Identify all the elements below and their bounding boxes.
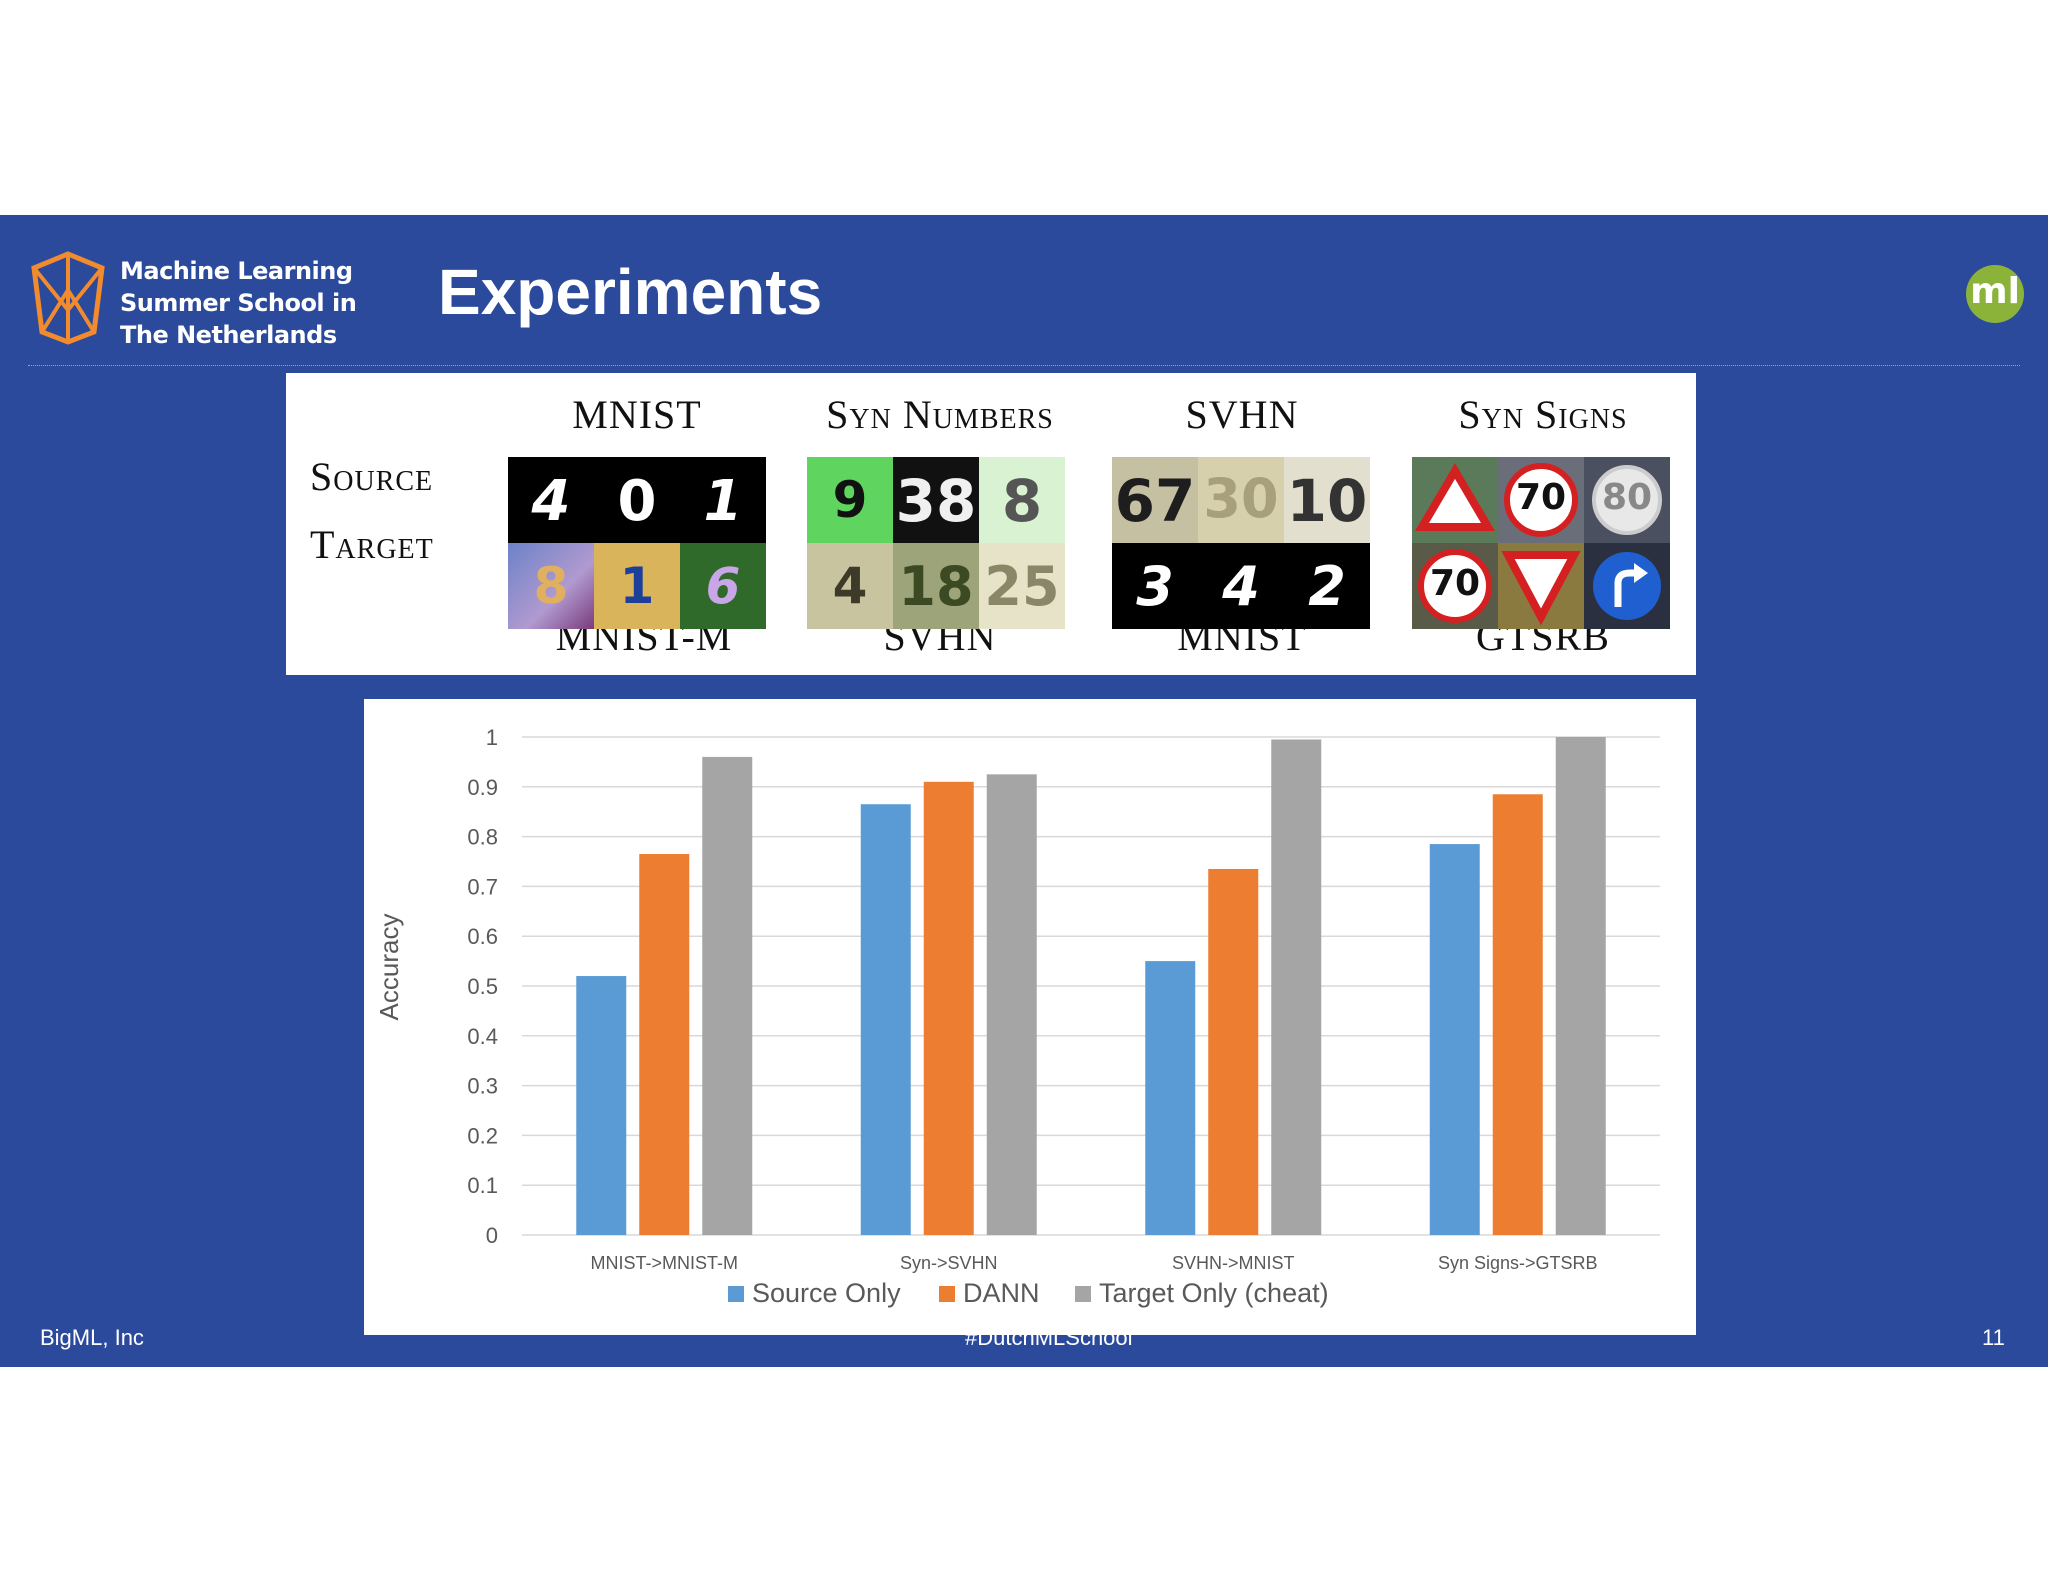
legend-label: Source Only <box>752 1278 901 1308</box>
pair-3-source-name: SVHN <box>1185 392 1299 437</box>
accuracy-chart-svg: 0 0.1 0.2 0.3 0.4 0.5 0.6 0.7 0.8 0.9 1 MNIST->MNI… <box>374 725 1660 1308</box>
target-row-label: Target <box>310 522 434 567</box>
bar <box>1429 844 1480 1235</box>
pair-1-source-name: MNIST <box>572 392 702 437</box>
bar <box>1492 794 1543 1235</box>
bar <box>923 781 974 1235</box>
mnist-m-sample-1: 8 <box>508 543 594 629</box>
mnist-samples: 4 0 1 <box>508 457 766 543</box>
footer-company: BigML, Inc <box>40 1325 144 1350</box>
y-tick-label: 0.1 <box>467 1173 498 1198</box>
syn-numbers-digit-3: 8 <box>1001 467 1043 535</box>
y-tick-label: 0.8 <box>467 825 498 850</box>
syn-signs-sample-3: 80 <box>1584 457 1670 543</box>
dataset-examples: Source Target MNIST Syn Numbers SVHN Syn… <box>286 373 1696 675</box>
gtsrb-label-1: 70 <box>1429 563 1481 604</box>
svhn-sample-3: 25 <box>979 543 1065 629</box>
svhn-source-digit-2: 30 <box>1203 467 1279 530</box>
header-divider <box>28 365 2020 366</box>
source-row-label: Source <box>310 454 434 499</box>
bar <box>986 774 1037 1235</box>
y-tick-label: 0.3 <box>467 1074 498 1099</box>
school-name-line-2: Summer School in <box>120 289 357 317</box>
speed-limit-sign-icon <box>1418 549 1492 623</box>
svhn-digit-2: 18 <box>898 555 974 618</box>
syn-signs-label-2: 70 <box>1515 477 1567 518</box>
mnist-m-sample-3: 6 <box>680 543 766 629</box>
mnist-m-sample-2: 1 <box>594 543 680 629</box>
bar <box>860 804 911 1235</box>
ml-badge-icon: ml <box>1966 265 2024 323</box>
mnist-target-digit-1: 3 <box>1136 555 1174 618</box>
page-number: 11 <box>1982 1325 2005 1350</box>
y-tick-label: 0.5 <box>467 974 498 999</box>
bar <box>639 854 690 1235</box>
mnist-target-digit-2: 4 <box>1222 555 1260 618</box>
school-logo-icon <box>31 251 105 345</box>
pair-2-source-name: Syn Numbers <box>826 392 1054 437</box>
legend-swatch <box>728 1286 744 1302</box>
svhn-sample-1: 4 <box>807 543 893 629</box>
mnist-m-digit-2: 1 <box>619 557 655 615</box>
syn-numbers-sample-2: 38 <box>893 457 979 543</box>
bar <box>702 756 753 1235</box>
warning-sign-icon <box>1412 457 1498 543</box>
mnist-m-digit-1: 8 <box>533 557 569 615</box>
yield-sign-icon <box>1498 543 1584 629</box>
x-tick-label: SVHN->MNIST <box>1172 1253 1295 1273</box>
mnist-m-digit-3: 6 <box>705 557 741 615</box>
school-name: Machine Learning Summer School in The Ne… <box>120 255 357 351</box>
syn-numbers-digit-1: 9 <box>832 471 868 529</box>
syn-numbers-sample-1: 9 <box>807 457 893 543</box>
turn-right-sign-icon <box>1584 543 1670 629</box>
svhn-source-sample-3: 10 <box>1284 457 1370 543</box>
legend-swatch <box>939 1286 955 1302</box>
bar <box>1271 739 1322 1235</box>
x-tick-label: Syn->SVHN <box>900 1253 998 1273</box>
end-limit-sign-icon <box>1592 465 1662 535</box>
svhn-sample-2: 18 <box>893 543 979 629</box>
slide-title: Experiments <box>438 256 823 328</box>
syn-signs-sample-2: 70 <box>1498 457 1584 543</box>
mnist-digit-2: 0 <box>617 469 657 534</box>
x-tick-label: MNIST->MNIST-M <box>591 1253 739 1273</box>
y-axis-label: Accuracy <box>374 914 404 1021</box>
y-tick-label: 0.2 <box>467 1123 498 1148</box>
pair-4-source-name: Syn Signs <box>1458 392 1628 437</box>
legend-label: DANN <box>963 1278 1040 1308</box>
svhn-source-digit-1: 67 <box>1114 467 1196 535</box>
bar <box>1555 737 1606 1235</box>
bar <box>576 976 627 1235</box>
svhn-digit-1: 4 <box>832 557 868 615</box>
y-tick-label: 0 <box>486 1223 498 1248</box>
footer-hashtag: #DutchMLSchool <box>965 1325 1133 1350</box>
accuracy-chart: 0 0.1 0.2 0.3 0.4 0.5 0.6 0.7 0.8 0.9 1 MNIST->MNI… <box>364 699 1696 1335</box>
syn-signs-label-3: 80 <box>1601 477 1653 518</box>
school-name-line-3: The Netherlands <box>120 321 337 349</box>
y-tick-label: 0.6 <box>467 924 498 949</box>
y-tick-label: 0.9 <box>467 775 498 800</box>
mnist-target-samples: 3 4 2 <box>1112 543 1370 629</box>
syn-numbers-digit-2: 38 <box>895 467 977 535</box>
y-tick-label: 1 <box>486 725 498 750</box>
bar <box>1145 961 1196 1235</box>
bar <box>1208 868 1259 1235</box>
legend-swatch <box>1075 1286 1091 1302</box>
syn-numbers-sample-3: 8 <box>979 457 1065 543</box>
mnist-target-digit-3: 2 <box>1308 555 1346 618</box>
mnist-digit-1: 4 <box>531 469 571 534</box>
svhn-source-sample-1: 67 <box>1112 457 1198 543</box>
svhn-digit-3: 25 <box>984 555 1060 618</box>
y-tick-label: 0.7 <box>467 874 498 899</box>
gtsrb-sample-1: 70 <box>1412 543 1498 629</box>
slide: Machine Learning Summer School in The Ne… <box>0 215 2048 1367</box>
school-name-line-1: Machine Learning <box>120 257 353 285</box>
speed-limit-sign-icon <box>1504 463 1578 537</box>
y-tick-label: 0.4 <box>467 1024 498 1049</box>
svhn-source-sample-2: 30 <box>1198 457 1284 543</box>
svhn-source-digit-3: 10 <box>1286 467 1368 535</box>
legend-label: Target Only (cheat) <box>1099 1278 1329 1308</box>
mnist-digit-3: 1 <box>703 469 743 534</box>
x-tick-label: Syn Signs->GTSRB <box>1438 1253 1598 1273</box>
